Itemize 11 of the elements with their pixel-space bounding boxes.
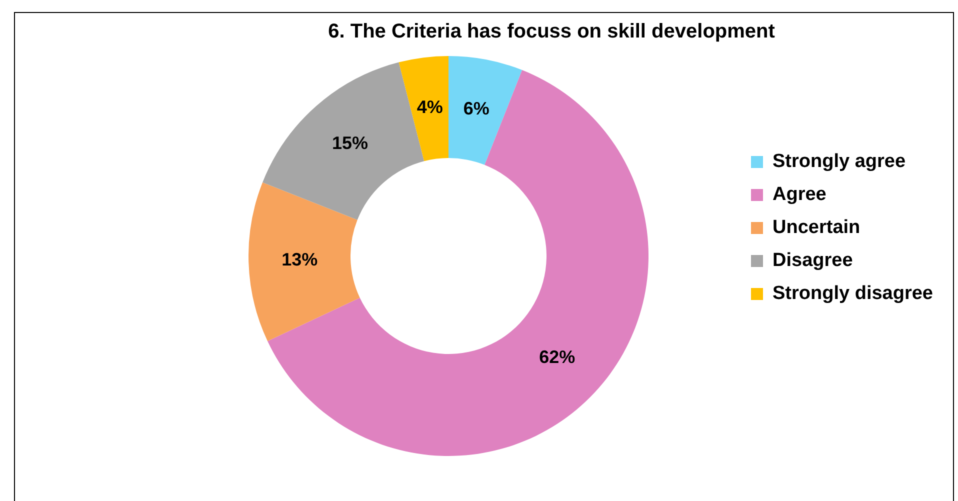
legend-label: Strongly disagree (772, 283, 934, 304)
data-label: 13% (282, 250, 318, 270)
legend-label: Uncertain (772, 217, 860, 238)
legend-label: Strongly agree (772, 151, 906, 172)
data-label: 6% (463, 98, 490, 119)
data-label: 15% (332, 133, 368, 154)
legend-label: Disagree (772, 250, 853, 272)
legend-label: Agree (772, 184, 826, 206)
data-label: 4% (416, 97, 443, 118)
data-label: 62% (539, 346, 576, 367)
chart-title: 6. The Criteria has focuss on skill development (328, 20, 776, 43)
